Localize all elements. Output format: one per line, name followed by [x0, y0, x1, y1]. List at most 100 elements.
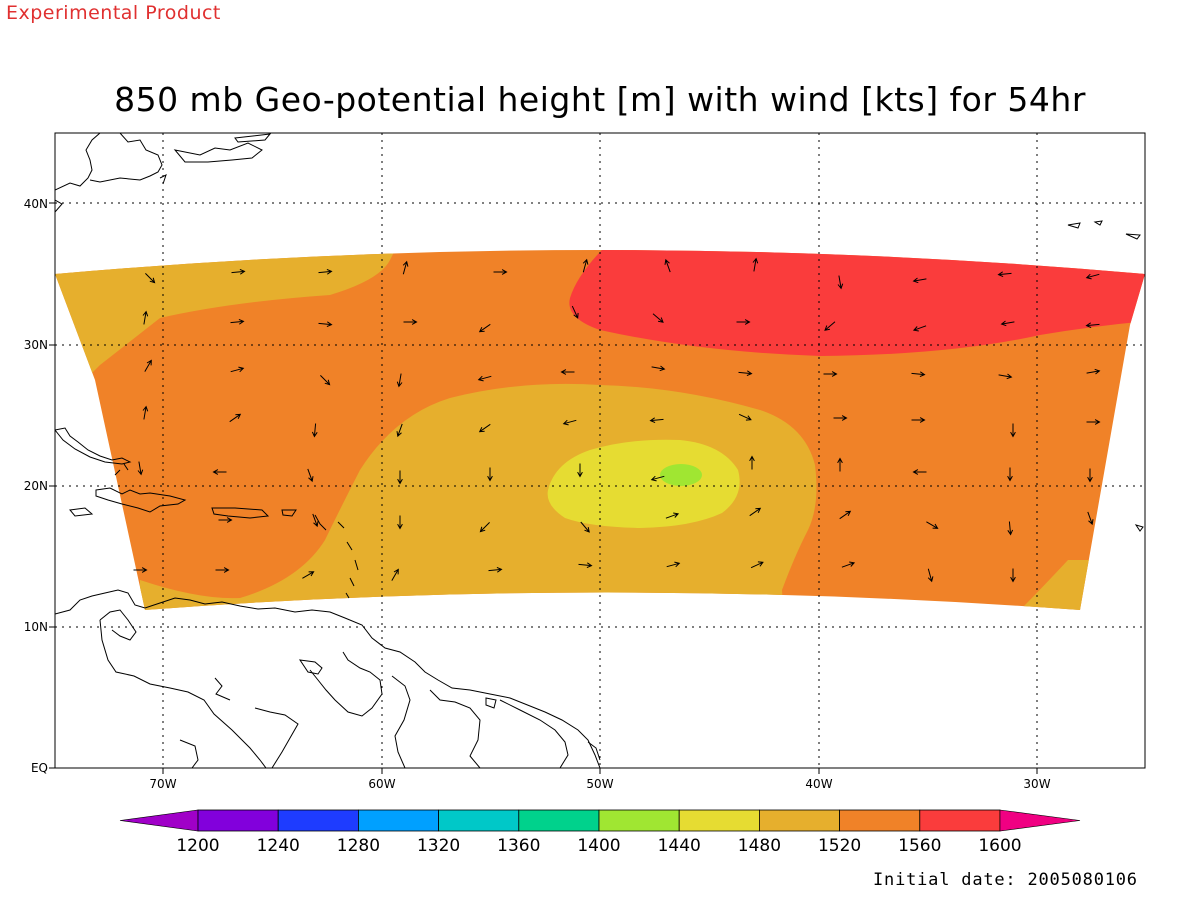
wind-arrow: [911, 417, 926, 423]
lon-label-30w: 30W: [1023, 777, 1050, 791]
lat-label-eq: EQ: [31, 761, 48, 775]
wind-arrow: [666, 561, 681, 568]
wind-arrow: [488, 566, 503, 573]
wind-arrow: [577, 463, 583, 478]
wind-arrow: [837, 275, 844, 290]
legend-label: 1520: [818, 836, 861, 856]
legend-swatch: [197, 809, 279, 832]
legend-swatch: [438, 809, 520, 832]
wind-arrow: [487, 467, 493, 482]
lat-label-30n: 30N: [24, 338, 48, 352]
wind-arrow: [145, 273, 156, 284]
wind-arrow: [927, 568, 934, 583]
wind-arrow: [664, 258, 671, 273]
wind-arrow: [736, 319, 751, 325]
lat-label-20n: 20N: [24, 479, 48, 493]
wind-arrow: [1007, 521, 1014, 536]
legend-swatch: [919, 809, 1001, 832]
wind-arrow: [133, 567, 148, 573]
wind-arrow: [578, 562, 593, 569]
wind-arrow: [218, 517, 233, 523]
wind-arrow: [650, 475, 665, 482]
wind-arrow: [320, 375, 331, 386]
wind-arrow: [1010, 423, 1016, 438]
lon-label-60w: 60W: [368, 777, 395, 791]
wind-arrow: [229, 413, 242, 423]
wind-arrow: [912, 325, 927, 332]
wind-arrows: [133, 257, 1101, 583]
wind-arrow: [1086, 368, 1101, 375]
wind-arrow: [752, 257, 759, 272]
wind-arrow: [665, 512, 680, 519]
wind-arrow: [926, 521, 939, 529]
wind-arrow: [311, 423, 318, 438]
legend-arrow-low: [119, 809, 199, 832]
wind-arrow: [1085, 322, 1100, 329]
wind-arrow: [312, 513, 319, 528]
legend-swatch: [518, 809, 600, 832]
wind-arrow: [997, 271, 1012, 278]
wind-arrow: [749, 455, 755, 470]
legend-swatch: [839, 809, 921, 832]
wind-arrow: [571, 305, 579, 319]
wind-arrow: [231, 268, 246, 275]
wind-arrow: [651, 365, 666, 372]
wind-arrow: [912, 469, 927, 475]
legend-label: 1280: [337, 836, 380, 856]
wind-arrow: [841, 561, 856, 568]
legend-label: 1600: [978, 836, 1021, 856]
legend-label: 1560: [898, 836, 941, 856]
band-1440-1480: [547, 439, 740, 528]
wind-arrow: [1010, 568, 1016, 583]
lon-ticks: [162, 768, 1038, 774]
wind-arrow: [478, 323, 491, 333]
wind-arrow: [318, 268, 333, 275]
lat-ticks: [49, 202, 55, 769]
wind-arrow: [649, 417, 664, 424]
legend-swatch: [759, 809, 841, 832]
coastlines: [55, 133, 1144, 768]
wind-arrow: [1000, 320, 1015, 327]
band-1480-1520-northwest: [55, 250, 400, 380]
wind-arrow: [582, 258, 589, 273]
legend-label: 1240: [257, 836, 300, 856]
lon-label-50w: 50W: [586, 777, 613, 791]
wind-arrow: [912, 277, 927, 284]
lat-axis: 40N 30N 20N 10N EQ: [24, 197, 48, 775]
wind-arrow: [391, 568, 399, 581]
wind-arrow: [823, 371, 838, 377]
map-grid: [55, 133, 1145, 768]
wind-arrow: [837, 457, 843, 472]
wind-arrow: [307, 468, 314, 483]
lat-label-40n: 40N: [24, 197, 48, 211]
legend-label: 1400: [577, 836, 620, 856]
wind-arrow: [396, 373, 403, 388]
chart-title: 850 mb Geo-potential height [m] with win…: [114, 80, 1086, 119]
wind-arrow: [738, 370, 753, 377]
legend-swatch: [277, 809, 359, 832]
wind-arrow: [652, 313, 664, 323]
wind-arrow: [1007, 467, 1013, 482]
wind-arrow: [493, 269, 508, 275]
wind-arrow: [1087, 468, 1093, 483]
legend-label: 1200: [176, 836, 219, 856]
wind-arrow: [479, 522, 490, 533]
wind-arrow: [1086, 419, 1101, 425]
wind-arrow: [397, 515, 403, 530]
legend-arrow-high: [999, 809, 1081, 832]
legend-label: 1360: [497, 836, 540, 856]
height-field: [55, 250, 1145, 610]
wind-arrow: [1087, 511, 1094, 526]
legend-label: 1440: [658, 836, 701, 856]
wind-arrow: [144, 359, 152, 372]
wind-arrow: [142, 310, 149, 325]
wind-arrow: [212, 469, 227, 475]
lat-label-10n: 10N: [24, 620, 48, 634]
wind-arrow: [397, 470, 403, 485]
wind-arrow: [402, 260, 409, 275]
wind-arrow: [738, 413, 752, 421]
wind-arrow: [839, 510, 852, 520]
wind-arrow: [1085, 273, 1100, 280]
wind-arrow: [824, 321, 836, 331]
legend-swatch: [678, 809, 760, 832]
